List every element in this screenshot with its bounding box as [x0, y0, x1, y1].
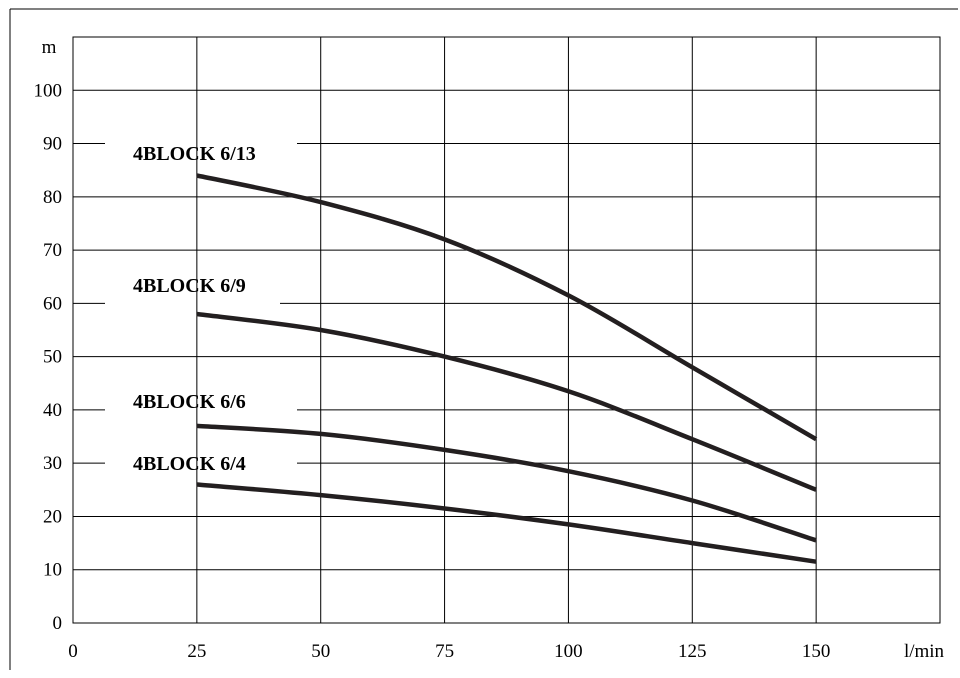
- y-tick-label: 30: [43, 453, 62, 474]
- x-tick-label: 0: [68, 641, 78, 662]
- series-label: 4BLOCK 6/9: [133, 275, 246, 297]
- y-tick-label: 60: [43, 293, 62, 314]
- y-tick-label: 20: [43, 506, 62, 527]
- y-tick-label: 70: [43, 240, 62, 261]
- y-tick-label: 100: [34, 80, 63, 101]
- y-tick-label: 90: [43, 134, 62, 155]
- x-tick-label: 100: [554, 641, 583, 662]
- y-tick-label: 50: [43, 347, 62, 368]
- series-line: [196, 423, 817, 543]
- series-labels: 4BLOCK 6/13 4BLOCK 6/9 4BLOCK 6/6 4BLOCK 6/…: [133, 143, 256, 475]
- series-line: [196, 482, 817, 564]
- y-tick-label: 80: [43, 187, 62, 208]
- series-line: [196, 173, 818, 442]
- grid: [72, 36, 941, 624]
- y-axis-unit-label: m: [42, 37, 57, 58]
- x-tick-label: 75: [435, 641, 454, 662]
- y-tick-label: 10: [43, 560, 62, 581]
- series-line: [196, 311, 817, 492]
- series-label: 4BLOCK 6/13: [133, 143, 256, 165]
- y-tick-label: 40: [43, 400, 62, 421]
- series-label: 4BLOCK 6/6: [133, 391, 246, 413]
- plot-area-border: [72, 36, 941, 624]
- y-tick-label: 0: [53, 613, 63, 634]
- x-axis-unit-label: l/min: [904, 641, 945, 662]
- x-tick-label: 150: [802, 641, 831, 662]
- x-tick-label: 25: [187, 641, 206, 662]
- series-lines: [196, 173, 818, 564]
- x-tick-label: 125: [678, 641, 707, 662]
- tick-labels: 0 10 20 30 40 50 60 70 80 90 100 0 25 50 75 100 125 150: [34, 80, 831, 662]
- x-tick-label: 50: [311, 641, 330, 662]
- series-label: 4BLOCK 6/4: [133, 453, 246, 475]
